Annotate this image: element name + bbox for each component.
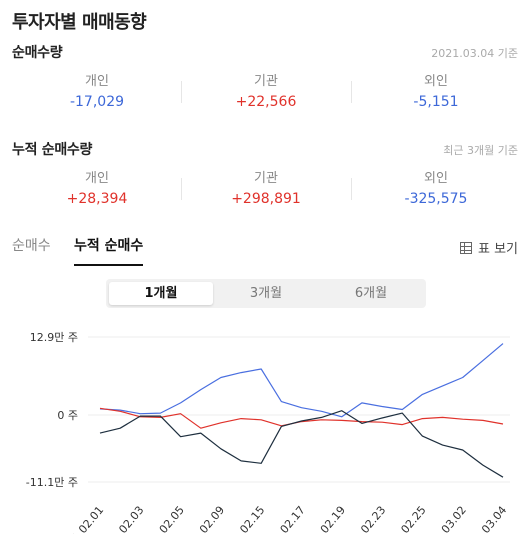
chart-tabs: 순매수 누적 순매수 표 보기 xyxy=(12,236,518,266)
net-buy-title: 순매수량 xyxy=(12,45,63,61)
cumulative-stats: 개인 +28,394 기관 +298,891 외인 -325,575 xyxy=(0,170,530,218)
net-institution: 기관 +22,566 xyxy=(181,73,351,113)
series-line-foreign xyxy=(99,410,504,478)
net-institution-value: +22,566 xyxy=(235,94,297,110)
net-buy-header: 순매수량 2021.03.04 기준 xyxy=(12,42,518,62)
series-line-individual xyxy=(99,343,504,418)
net-institution-label: 기관 xyxy=(254,74,278,89)
x-tick-label: 02.15 xyxy=(237,504,267,534)
period-1m-button[interactable]: 1개월 xyxy=(109,282,213,305)
net-foreign-value: -5,151 xyxy=(413,94,459,110)
y-tick-label: 0 주 xyxy=(57,409,78,422)
net-foreign: 외인 -5,151 xyxy=(351,73,521,113)
net-buy-date-note: 2021.03.04 기준 xyxy=(431,47,518,60)
x-tick-label: 02.05 xyxy=(157,504,187,534)
net-individual-label: 개인 xyxy=(85,74,109,89)
x-tick-label: 03.04 xyxy=(479,504,509,534)
cumulative-period-note: 최근 3개월 기준 xyxy=(443,144,518,157)
cum-institution-value: +298,891 xyxy=(231,191,301,207)
cum-individual-value: +28,394 xyxy=(66,191,128,207)
x-tick-label: 02.23 xyxy=(358,504,388,534)
cum-individual: 개인 +28,394 xyxy=(12,170,182,210)
cum-institution: 기관 +298,891 xyxy=(181,170,351,210)
period-3m-button[interactable]: 3개월 xyxy=(249,286,283,301)
tab-net-buy[interactable]: 순매수 xyxy=(12,238,51,254)
y-tick-label: 12.9만 주 xyxy=(30,331,78,344)
cum-foreign-value: -325,575 xyxy=(404,191,468,207)
table-view-label: 표 보기 xyxy=(477,242,518,257)
period-6m-button[interactable]: 6개월 xyxy=(354,286,388,301)
cumulative-header: 누적 순매수량 최근 3개월 기준 xyxy=(12,139,518,159)
x-tick-label: 03.02 xyxy=(439,504,469,534)
net-buy-stats: 개인 -17,029 기관 +22,566 외인 -5,151 xyxy=(0,73,530,121)
cumulative-title: 누적 순매수량 xyxy=(12,142,93,158)
table-icon xyxy=(459,242,472,254)
x-tick-label: 02.17 xyxy=(278,504,308,534)
page-title: 투자자별 매매동향 xyxy=(12,12,147,33)
cum-institution-label: 기관 xyxy=(254,171,278,186)
divider xyxy=(351,178,352,200)
divider xyxy=(351,81,352,103)
x-tick-label: 02.25 xyxy=(398,504,428,534)
y-tick-label: -11.1만 주 xyxy=(26,476,78,489)
x-tick-label: 02.03 xyxy=(116,504,146,534)
cum-foreign: 외인 -325,575 xyxy=(351,170,521,210)
period-selector: 1개월 3개월 6개월 xyxy=(106,279,426,308)
net-individual: 개인 -17,029 xyxy=(12,73,182,113)
table-view-button[interactable]: 표 보기 xyxy=(459,238,518,257)
net-foreign-label: 외인 xyxy=(424,74,448,89)
x-tick-label: 02.19 xyxy=(318,504,348,534)
divider xyxy=(181,178,182,200)
cum-individual-label: 개인 xyxy=(85,171,109,186)
tab-cumulative-net-buy[interactable]: 누적 순매수 xyxy=(74,236,144,266)
x-tick-label: 02.09 xyxy=(197,504,227,534)
x-tick-label: 21.02.01 xyxy=(65,504,106,534)
cum-foreign-label: 외인 xyxy=(424,171,448,186)
divider xyxy=(181,81,182,103)
net-individual-value: -17,029 xyxy=(69,94,125,110)
cumulative-line-chart: 12.9만 주 0 주 -11.1만 주 21.02.01 02.03 02.05 02.0… xyxy=(26,331,510,534)
series-line-institution xyxy=(99,407,504,429)
